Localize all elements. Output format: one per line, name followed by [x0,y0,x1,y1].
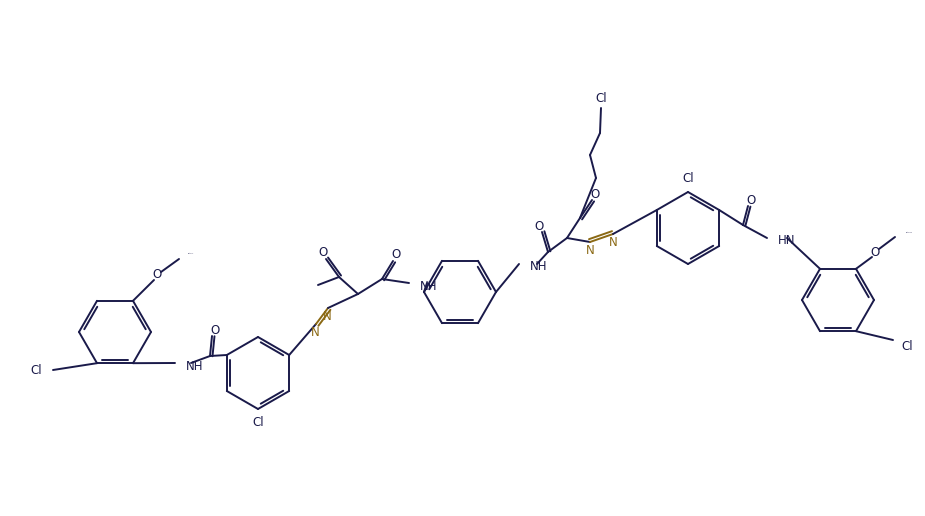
Text: O: O [535,219,544,233]
Text: N: N [323,310,331,322]
Text: N: N [311,326,319,338]
Text: Cl: Cl [253,415,264,428]
Text: NH: NH [420,280,438,293]
Text: O: O [590,187,599,201]
Text: O: O [153,268,162,282]
Text: Cl: Cl [683,172,694,185]
Text: N: N [609,236,617,250]
Text: methoxy: methoxy [188,252,194,254]
Text: O: O [318,247,327,260]
Text: O: O [746,194,756,206]
Text: NH: NH [186,360,204,373]
Text: O: O [391,249,401,262]
Text: HN: HN [778,234,796,248]
Text: Cl: Cl [595,91,607,105]
Text: O: O [210,325,219,337]
Text: N: N [586,245,595,257]
Text: O: O [870,246,880,259]
Text: Cl: Cl [901,340,913,352]
Text: Cl: Cl [31,364,42,378]
Text: NH: NH [530,261,548,273]
Text: methoxy2: methoxy2 [906,231,913,233]
